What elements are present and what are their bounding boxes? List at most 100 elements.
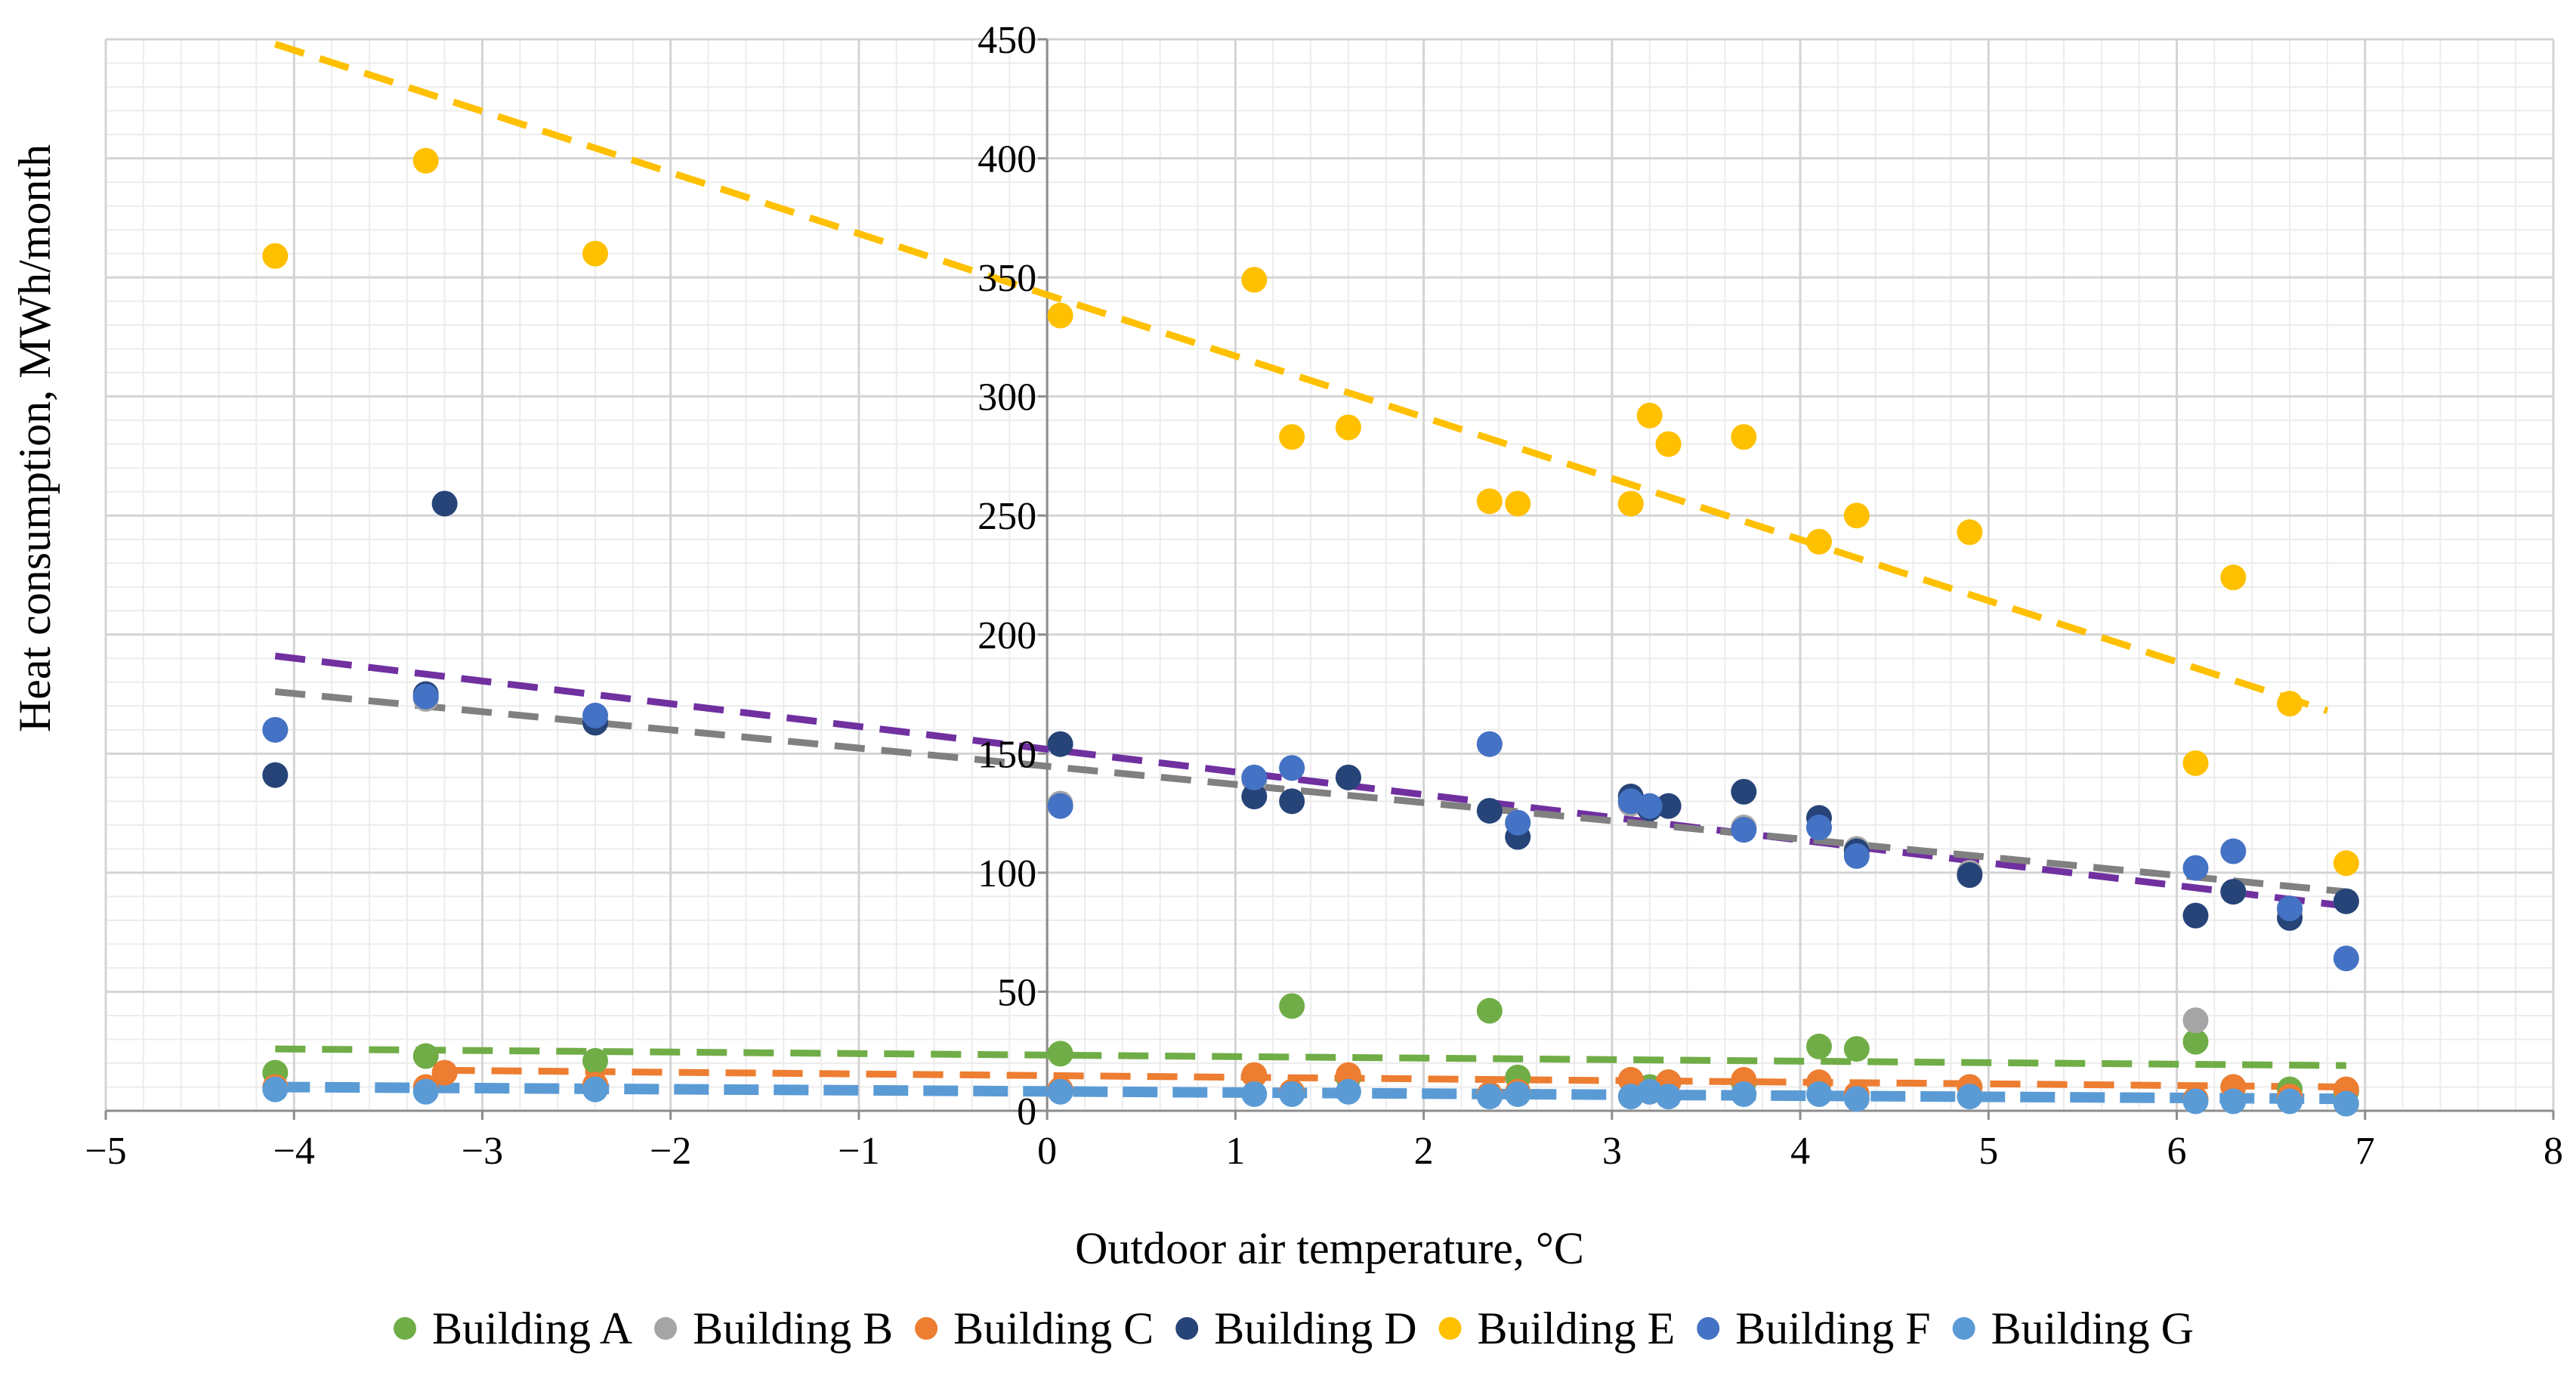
data-point — [1655, 431, 1682, 457]
y-tick-label: 50 — [997, 971, 1036, 1014]
data-point — [1476, 731, 1503, 757]
data-point — [1957, 862, 1983, 889]
data-point — [2182, 750, 2209, 776]
major-gridlines — [104, 38, 2555, 1112]
series-building-g — [262, 1076, 2359, 1117]
data-point — [1957, 519, 1983, 546]
data-point — [1843, 503, 1870, 529]
y-tick-label: 100 — [978, 852, 1036, 895]
x-tick-label: 1 — [1225, 1130, 1245, 1173]
data-point — [1047, 1041, 1073, 1067]
legend-marker — [1952, 1317, 1975, 1340]
legend-label: Building D — [1214, 1303, 1416, 1353]
y-tick-label: 150 — [978, 733, 1036, 776]
data-points — [262, 147, 2359, 1117]
trendline-building-g — [275, 1081, 2346, 1105]
data-point — [1476, 797, 1503, 824]
legend-item-building-c: Building C — [915, 1303, 1154, 1353]
axes — [104, 38, 2555, 1120]
legend-label: Building A — [432, 1303, 632, 1353]
data-point — [1636, 793, 1663, 819]
data-point — [1241, 764, 1268, 790]
data-point — [1279, 755, 1305, 781]
y-tick-label: 450 — [978, 19, 1036, 62]
legend-item-building-f: Building F — [1697, 1303, 1931, 1353]
trendline-building-b — [274, 688, 2347, 895]
minor-gridlines — [105, 39, 2554, 1112]
x-tick-label: 3 — [1602, 1130, 1622, 1173]
data-point — [1806, 1081, 1832, 1107]
x-tick-label: 8 — [2544, 1130, 2563, 1173]
legend-marker — [1697, 1317, 1720, 1340]
data-point — [1279, 1081, 1305, 1107]
trendlines — [273, 41, 2347, 1105]
legend-marker — [394, 1317, 416, 1340]
y-tick-label: 400 — [978, 138, 1036, 181]
data-point — [412, 1043, 439, 1069]
x-tick-labels: −5 −4 −3 −2 −1 0 1 2 3 4 5 6 7 8 — [85, 1130, 2563, 1173]
data-point — [1335, 1078, 1361, 1105]
y-tick-label: 200 — [978, 614, 1036, 657]
data-point — [1843, 843, 1870, 869]
data-point — [1505, 1081, 1531, 1107]
data-point — [1241, 1081, 1268, 1107]
data-point — [412, 683, 439, 710]
data-point — [1476, 997, 1503, 1024]
data-point — [1843, 1036, 1870, 1062]
data-point — [2220, 564, 2247, 591]
data-point — [1806, 528, 1832, 555]
data-point — [582, 1076, 608, 1102]
series-building-f — [262, 683, 2359, 972]
data-point — [262, 716, 289, 743]
x-tick-label: 5 — [1978, 1130, 1998, 1173]
data-point — [1241, 784, 1268, 810]
legend-label: Building B — [693, 1303, 893, 1353]
legend-marker — [1175, 1317, 1199, 1340]
legend-item-building-g: Building G — [1952, 1303, 2194, 1353]
legend-item-building-d: Building D — [1175, 1303, 1417, 1353]
legend-label: Building F — [1735, 1303, 1930, 1353]
legend-item-building-a: Building A — [394, 1303, 632, 1353]
data-point — [1279, 788, 1305, 815]
data-point — [582, 240, 608, 267]
data-point — [582, 1047, 608, 1074]
data-point — [1655, 793, 1682, 819]
data-point — [1505, 490, 1531, 517]
y-tick-label: 300 — [978, 376, 1036, 419]
data-point — [1731, 1081, 1757, 1107]
data-point — [2220, 838, 2247, 864]
data-point — [1241, 1062, 1268, 1088]
legend-marker — [915, 1317, 938, 1340]
y-tick-label: 250 — [978, 495, 1036, 538]
legend-marker — [1438, 1317, 1462, 1340]
trendline-building-c — [444, 1066, 2346, 1090]
legend-item-building-e: Building E — [1438, 1303, 1675, 1353]
trendline-building-e — [273, 41, 2329, 714]
data-point — [412, 1078, 439, 1105]
y-axis-label: Heat consumption, MWh/month — [10, 144, 60, 732]
legend-marker — [654, 1317, 678, 1340]
data-point — [2182, 1007, 2209, 1034]
data-point — [1843, 1086, 1870, 1112]
x-tick-label: 4 — [1790, 1130, 1810, 1173]
data-point — [582, 702, 608, 728]
y-tick-label: 0 — [1017, 1090, 1036, 1133]
data-point — [1636, 402, 1663, 428]
y-tick-labels: 0 50 100 150 200 250 300 350 400 450 — [978, 19, 1036, 1133]
data-point — [262, 762, 289, 788]
data-point — [1047, 1078, 1073, 1105]
x-tick-label: 0 — [1037, 1130, 1057, 1173]
x-tick-label: −3 — [462, 1130, 503, 1173]
data-point — [1617, 490, 1644, 517]
data-point — [1731, 778, 1757, 805]
data-point — [1279, 424, 1305, 450]
data-point — [1279, 993, 1305, 1019]
data-point — [1731, 424, 1757, 450]
x-tick-label: 6 — [2167, 1130, 2187, 1173]
data-point — [1047, 302, 1073, 329]
data-point — [2333, 1090, 2359, 1117]
data-point — [1335, 414, 1361, 441]
data-point — [1241, 267, 1268, 293]
data-point — [2220, 1088, 2247, 1115]
